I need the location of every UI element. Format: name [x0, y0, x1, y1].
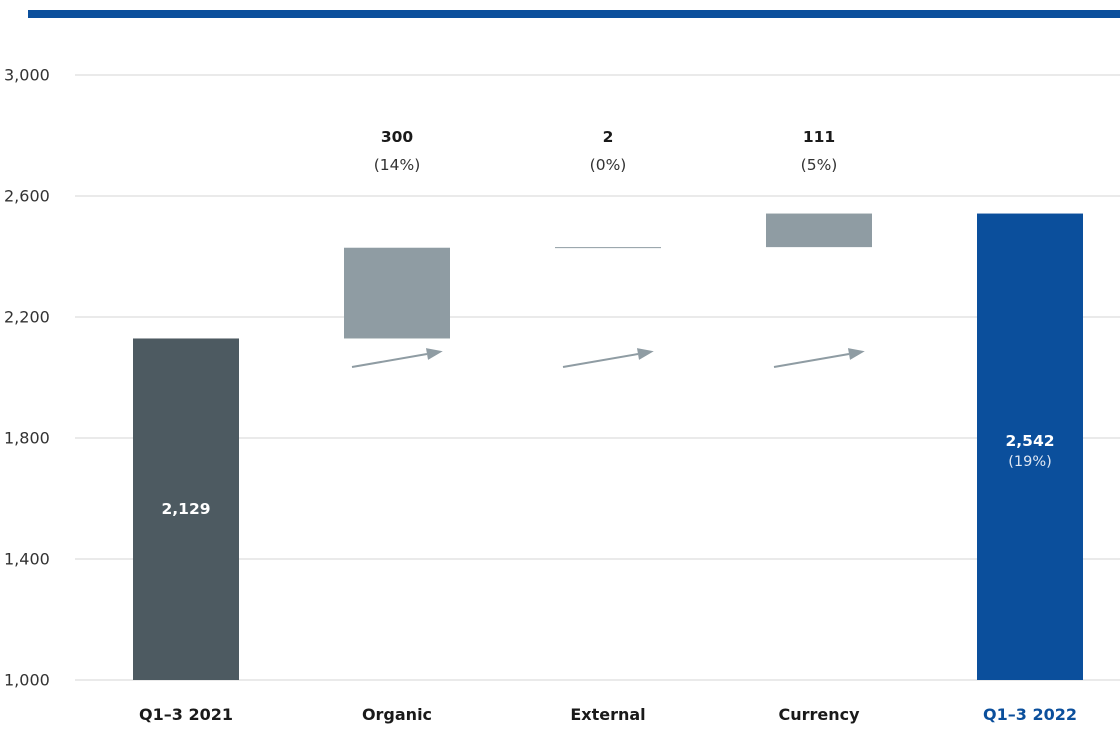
y-tick-label: 2,600 — [4, 187, 50, 206]
bar-percent-label: (19%) — [1008, 454, 1052, 470]
arrow-head-icon — [425, 348, 443, 360]
x-category-label: Organic — [362, 705, 432, 724]
arrow-icon — [562, 353, 639, 368]
bar-percent-label: (14%) — [374, 156, 421, 174]
y-tick-label: 3,000 — [4, 66, 50, 85]
bar-value-label: 2,129 — [161, 500, 210, 518]
header-bar — [28, 10, 1120, 18]
bar-organic — [344, 247, 450, 339]
arrow-icon — [773, 353, 850, 368]
x-category-label: Currency — [778, 705, 860, 724]
y-tick-label: 1,400 — [4, 550, 50, 569]
bar-value-label: 111 — [803, 128, 835, 146]
bar-value-label: 2,542 — [1005, 432, 1054, 450]
bar-external — [555, 247, 661, 249]
arrow-head-icon — [636, 348, 654, 360]
arrow-head-icon — [847, 348, 865, 360]
y-tick-label: 1,800 — [4, 429, 50, 448]
bar-currency — [766, 213, 872, 248]
y-tick-label: 2,200 — [4, 308, 50, 327]
x-category-label: Q1–3 2021 — [139, 705, 233, 724]
bar-percent-label: (0%) — [590, 156, 627, 174]
y-tick-label: 1,000 — [4, 671, 50, 690]
bar-value-label: 300 — [381, 128, 414, 146]
arrow-icon — [351, 353, 428, 368]
bar-q1-3-2022 — [977, 213, 1083, 681]
x-category-label: External — [570, 705, 645, 724]
bar-q1-3-2021 — [133, 338, 239, 680]
x-category-label: Q1–3 2022 — [983, 705, 1077, 724]
bar-percent-label: (5%) — [801, 156, 838, 174]
bar-value-label: 2 — [603, 128, 614, 146]
